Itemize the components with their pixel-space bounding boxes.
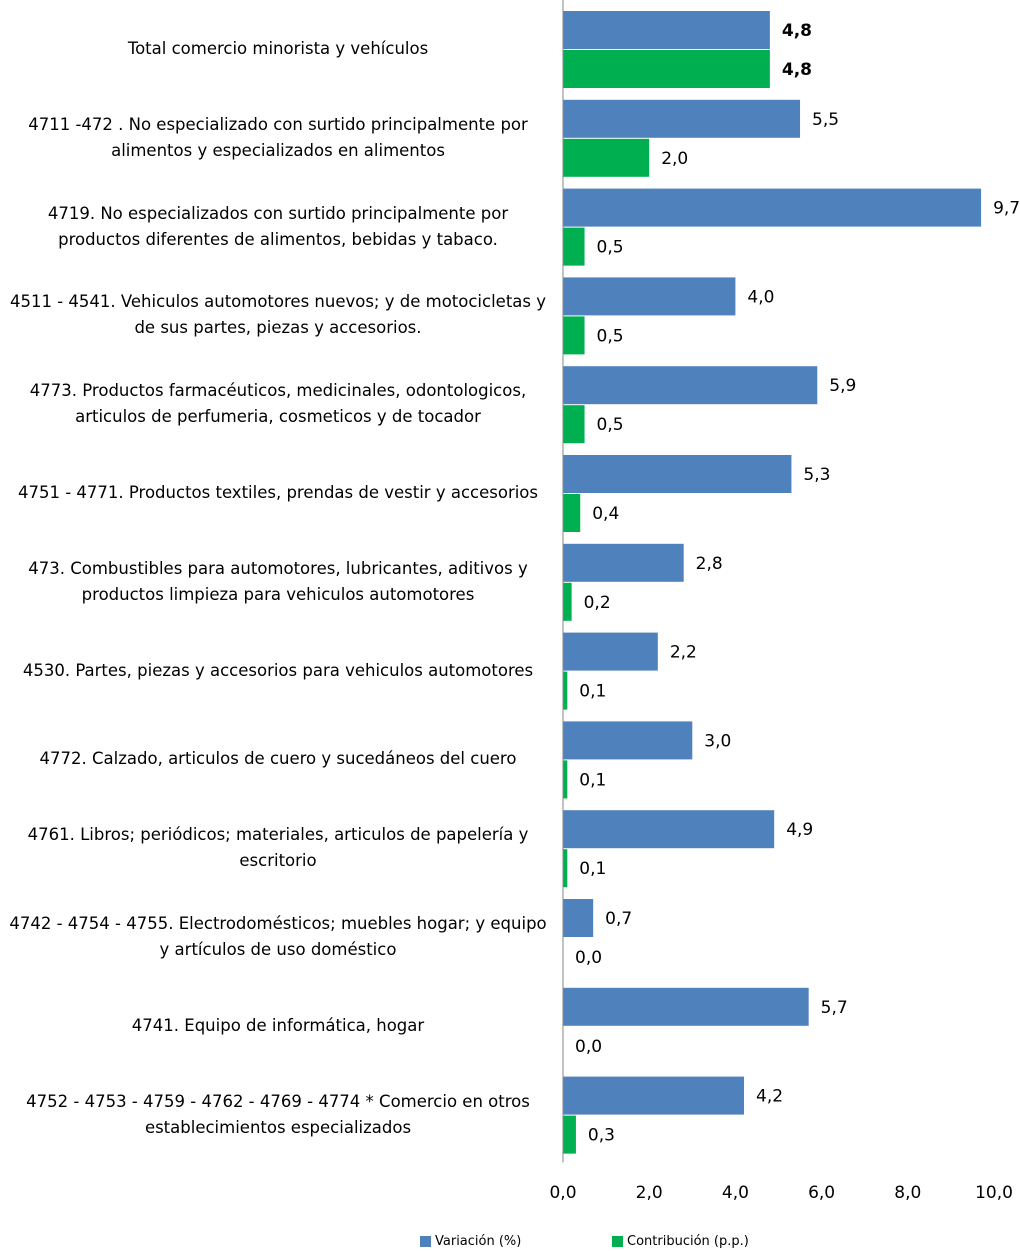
bar [563, 760, 568, 799]
bar [563, 1076, 745, 1115]
bar [563, 316, 585, 355]
bar [563, 671, 568, 710]
category-label: 473. Combustibles para automotores, lubr… [28, 558, 528, 604]
value-label: 0,1 [579, 859, 606, 879]
x-tick-label: 0,0 [549, 1183, 576, 1203]
bar [563, 543, 684, 582]
bar [563, 632, 658, 671]
bar [563, 849, 568, 888]
category-label: 4773. Productos farmacéuticos, medicinal… [29, 381, 527, 427]
value-label: 0,4 [592, 504, 619, 524]
value-label: 5,3 [803, 465, 830, 485]
x-tick-label: 8,0 [894, 1183, 921, 1203]
bar [563, 810, 775, 849]
legend-item: Contribución (p.p.) [612, 1234, 749, 1249]
category-label: 4752 - 4753 - 4759 - 4762 - 4769 - 4774 … [26, 1091, 530, 1137]
bar [563, 899, 594, 937]
bar [563, 99, 801, 138]
value-label: 0,1 [579, 682, 606, 702]
x-tick-label: 2,0 [636, 1183, 663, 1203]
value-label: 4,9 [786, 820, 813, 840]
category-label: 4761. Libros; periódicos; materiales, ar… [27, 825, 529, 871]
x-tick-label: 6,0 [808, 1183, 835, 1203]
bar [563, 1115, 576, 1154]
category-label: Total comercio minorista y vehículos [127, 39, 429, 58]
value-label: 0,5 [597, 238, 624, 258]
category-label: 4751 - 4771. Productos textiles, prendas… [17, 483, 539, 502]
value-label: 5,7 [821, 998, 848, 1018]
category-label: 4719. No especializados con surtido prin… [47, 203, 509, 249]
category-label: 4772. Calzado, articulos de cuero y suce… [39, 749, 517, 769]
value-label: 0,7 [605, 909, 632, 929]
value-label: 0,5 [597, 326, 624, 346]
value-label: 4,0 [747, 287, 774, 307]
value-label: 0,0 [575, 948, 602, 968]
value-label: 3,0 [704, 731, 731, 751]
value-label: 5,9 [829, 376, 856, 396]
legend-swatch [612, 1236, 623, 1247]
value-label: 2,8 [696, 554, 723, 574]
legend-item: Variación (%) [420, 1234, 521, 1249]
bar [563, 50, 770, 88]
bar [563, 11, 770, 49]
bar [563, 455, 792, 493]
x-tick-label: 10,0 [975, 1183, 1013, 1203]
legend-label: Contribución (p.p.) [627, 1234, 749, 1249]
bar [563, 987, 809, 1026]
value-label: 0,2 [584, 593, 611, 613]
x-tick-label: 4,0 [722, 1183, 749, 1203]
category-label: 4711 -472 . No especializado con surtido… [28, 114, 528, 160]
value-label: 4,8 [782, 60, 812, 80]
value-label: 4,2 [756, 1087, 783, 1107]
value-label: 4,8 [782, 21, 812, 41]
bar [563, 277, 736, 316]
legend-label: Variación (%) [435, 1234, 522, 1249]
bar [563, 138, 650, 177]
value-label: 9,7 [993, 199, 1020, 219]
value-label: 5,5 [812, 110, 839, 130]
category-label: 4530. Partes, piezas y accesorios para v… [22, 660, 534, 680]
bar [563, 188, 982, 227]
value-label: 0,1 [579, 770, 606, 790]
bar [563, 582, 572, 621]
value-label: 2,0 [661, 149, 688, 169]
value-label: 0,3 [588, 1126, 615, 1146]
value-label: 0,0 [575, 1037, 602, 1057]
bar [563, 366, 818, 405]
category-label: 4741. Equipo de informática, hogar [131, 1015, 425, 1035]
bar [563, 721, 693, 760]
legend-swatch [420, 1236, 431, 1247]
value-label: 2,2 [670, 643, 697, 663]
value-label: 0,5 [597, 415, 624, 435]
category-label: 4511 - 4541. Vehiculos automotores nuevo… [9, 292, 547, 338]
bar [563, 227, 585, 266]
category-label: 4742 - 4754 - 4755. Electrodomésticos; m… [9, 914, 547, 959]
bar [563, 494, 581, 532]
bar [563, 405, 585, 444]
